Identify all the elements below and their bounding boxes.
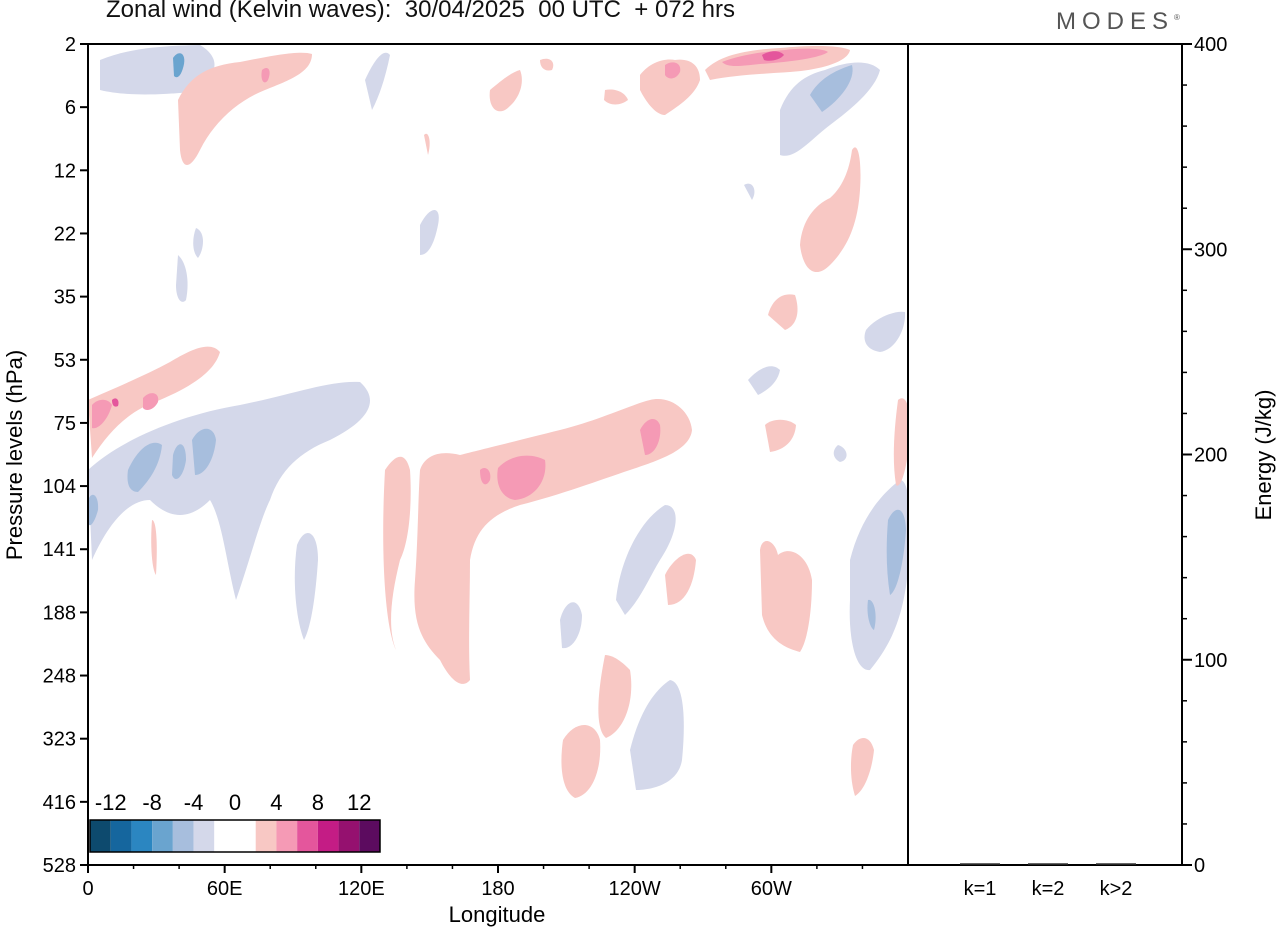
y-tick-label: 6 <box>65 97 76 119</box>
y-tick-label: 12 <box>54 160 76 182</box>
colorbar-swatch <box>193 820 215 852</box>
contour-field <box>88 45 908 798</box>
pressure-axis: 2 6 12 22 35 53 75 104 141 188 248 323 416 528 <box>43 34 88 877</box>
colorbar-legend: -12 -8 -4 0 4 8 12 <box>89 790 381 853</box>
y-tick-label: 416 <box>43 792 76 814</box>
energy-tick-label: 100 <box>1194 650 1227 672</box>
colorbar-label: 8 <box>312 790 324 815</box>
brand-logo: MODES® <box>1056 8 1180 36</box>
colorbar-label: 0 <box>229 790 241 815</box>
chart-title: Zonal wind (Kelvin waves): 30/04/2025 00… <box>106 0 735 23</box>
y-axis-title: Pressure levels (hPa) <box>2 350 27 560</box>
colorbar-label: 4 <box>270 790 282 815</box>
x-tick-label: 60W <box>751 878 792 900</box>
medium-anomalies <box>88 48 906 630</box>
energy-category-label: k=1 <box>964 878 997 900</box>
colorbar-swatch <box>110 820 132 852</box>
colorbar-swatch <box>317 820 339 852</box>
colorbar-swatch <box>90 820 111 852</box>
energy-tick-label: 0 <box>1194 855 1205 877</box>
colorbar-swatch <box>235 820 256 852</box>
energy-tick-label: 300 <box>1194 239 1227 261</box>
colorbar-swatch <box>172 820 194 852</box>
colorbar-swatch <box>297 820 318 852</box>
y-tick-label: 323 <box>43 729 76 751</box>
colorbar-swatch <box>276 820 298 852</box>
colorbar-label: -4 <box>184 790 204 815</box>
energy-axis-title: Energy (J/kg) <box>1251 390 1276 521</box>
y-tick-label: 2 <box>65 34 76 56</box>
y-tick-label: 528 <box>43 855 76 877</box>
colorbar-swatch <box>131 820 153 852</box>
x-tick-label: 120E <box>338 878 385 900</box>
energy-category-label: k=2 <box>1032 878 1065 900</box>
colorbar-label: -8 <box>142 790 162 815</box>
colorbar-label: 12 <box>347 790 371 815</box>
colorbar-label: -12 <box>95 790 127 815</box>
y-tick-label: 35 <box>54 287 76 309</box>
colorbar-frame <box>89 819 381 853</box>
y-tick-label: 53 <box>54 350 76 372</box>
colorbar-swatch <box>152 820 173 852</box>
energy-categories: k=1 k=2 k>2 <box>964 878 1133 900</box>
colorbar-swatch <box>255 820 277 852</box>
y-tick-label: 248 <box>43 666 76 688</box>
x-tick-label: 180 <box>481 878 514 900</box>
longitude-axis: 0 60E 120E 180 120W 60W <box>82 865 864 900</box>
y-tick-label: 104 <box>43 476 76 498</box>
y-tick-label: 75 <box>54 413 76 435</box>
negative-regions <box>88 45 908 790</box>
colorbar-swatch <box>338 820 360 852</box>
x-axis-title: Longitude <box>449 902 546 927</box>
x-tick-label: 60E <box>207 878 243 900</box>
energy-axis: 0 100 200 300 400 <box>1182 34 1227 877</box>
energy-tick-label: 200 <box>1194 445 1227 467</box>
brand-text: MODES <box>1056 8 1175 35</box>
colorbar-swatch <box>214 820 235 852</box>
y-tick-label: 141 <box>43 539 76 561</box>
y-tick-label: 22 <box>54 223 76 245</box>
colorbar-swatch <box>359 820 380 852</box>
energy-tick-label: 400 <box>1194 34 1227 56</box>
brand-registered-mark: ® <box>1174 13 1180 22</box>
x-tick-label: 0 <box>82 878 93 900</box>
x-tick-label: 120W <box>609 878 661 900</box>
energy-category-label: k>2 <box>1100 878 1133 900</box>
y-tick-label: 188 <box>43 602 76 624</box>
